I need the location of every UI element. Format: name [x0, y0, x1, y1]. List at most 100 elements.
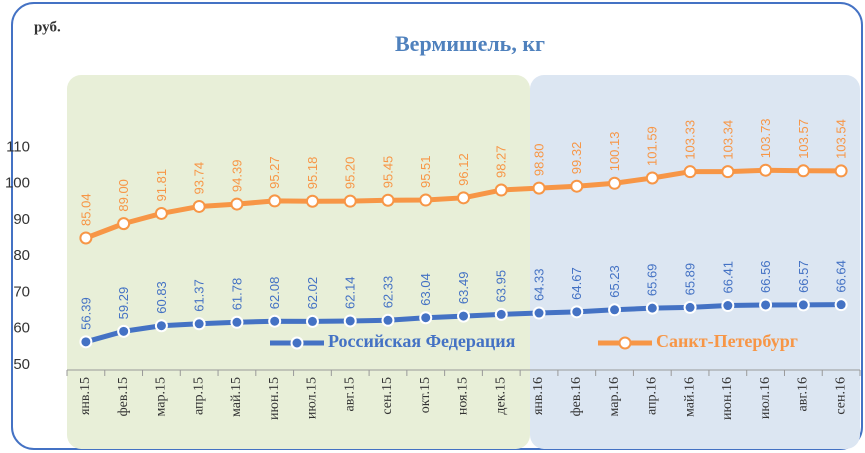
- data-point: [154, 206, 168, 220]
- data-label: 93.74: [192, 162, 207, 195]
- data-label: 63.95: [494, 270, 509, 303]
- data-label: 103.33: [683, 120, 698, 160]
- x-tick-label: фев.15: [116, 377, 131, 416]
- x-tick-label: июл.15: [305, 377, 320, 419]
- data-point: [230, 315, 244, 329]
- data-label: 56.39: [78, 297, 93, 330]
- x-tick-label: авг.16: [796, 377, 811, 412]
- data-point: [343, 194, 357, 208]
- x-tick-label: мар.16: [607, 377, 622, 416]
- data-label: 59.29: [116, 287, 131, 320]
- data-label: 94.39: [229, 160, 244, 193]
- data-point: [759, 163, 773, 177]
- data-label: 62.02: [305, 277, 320, 310]
- x-tick-label: сен.15: [380, 377, 395, 415]
- data-label: 66.41: [720, 261, 735, 294]
- legend-marker: [290, 336, 304, 350]
- data-label: 61.37: [192, 279, 207, 312]
- data-point: [645, 301, 659, 315]
- data-label: 89.00: [116, 179, 131, 212]
- data-point: [79, 335, 93, 349]
- data-label: 103.34: [720, 120, 735, 160]
- panel-2015: [67, 75, 530, 449]
- data-label: 62.08: [267, 277, 282, 310]
- y-tick-label: 50: [13, 356, 30, 373]
- data-label: 100.13: [607, 132, 622, 172]
- data-point: [721, 299, 735, 313]
- x-tick-label: окт.15: [418, 377, 433, 413]
- x-tick-label: апр.16: [645, 377, 660, 415]
- legend-marker: [618, 336, 632, 350]
- x-tick-label: июл.16: [758, 377, 773, 419]
- data-point: [796, 298, 810, 312]
- data-point: [683, 165, 697, 179]
- data-label: 65.69: [645, 264, 660, 297]
- data-label: 64.33: [531, 269, 546, 302]
- data-point: [683, 300, 697, 314]
- data-label: 65.89: [683, 263, 698, 296]
- x-tick-label: май.16: [682, 377, 697, 417]
- data-label: 99.32: [569, 142, 584, 175]
- y-tick-label: 110: [6, 138, 30, 155]
- legend-label: Санкт-Петербург: [656, 331, 798, 351]
- data-label: 66.64: [834, 260, 849, 293]
- data-point: [381, 313, 395, 327]
- data-point: [117, 217, 131, 231]
- data-label: 98.27: [494, 145, 509, 178]
- data-point: [834, 298, 848, 312]
- data-point: [419, 311, 433, 325]
- data-point: [532, 306, 546, 320]
- data-point: [608, 303, 622, 317]
- chart-title: Вермишель, кг: [395, 31, 545, 56]
- data-label: 65.23: [607, 265, 622, 298]
- legend-label: Российская Федерация: [328, 331, 516, 351]
- data-label: 63.04: [418, 273, 433, 306]
- y-tick-label: 80: [13, 247, 30, 264]
- data-label: 98.80: [531, 144, 546, 177]
- data-point: [457, 309, 470, 323]
- y-axis-label: руб.: [34, 19, 61, 35]
- x-tick-label: апр.15: [191, 377, 206, 415]
- data-point: [419, 193, 433, 207]
- data-label: 101.59: [645, 126, 660, 166]
- data-point: [192, 317, 206, 331]
- x-tick-label: мар.15: [154, 377, 169, 416]
- x-tick-label: май.15: [229, 377, 244, 417]
- data-label: 95.51: [418, 155, 433, 188]
- data-label: 103.73: [758, 118, 773, 158]
- data-point: [570, 179, 584, 193]
- data-point: [532, 181, 546, 195]
- data-label: 62.33: [380, 276, 395, 309]
- data-point: [494, 183, 508, 197]
- data-point: [268, 314, 282, 328]
- x-tick-label: ноя.15: [456, 377, 471, 415]
- x-tick-label: янв.16: [531, 377, 546, 415]
- x-tick-label: дек.15: [493, 377, 508, 415]
- x-tick-label: фев.16: [569, 377, 584, 416]
- data-label: 62.14: [343, 276, 358, 309]
- data-label: 95.18: [305, 157, 320, 190]
- data-point: [117, 324, 131, 338]
- data-point: [154, 319, 168, 333]
- data-point: [796, 164, 810, 178]
- data-point: [305, 194, 319, 208]
- y-tick-label: 70: [13, 283, 30, 300]
- data-label: 61.78: [229, 278, 244, 311]
- data-point: [570, 305, 584, 319]
- x-tick-label: июн.15: [267, 377, 282, 420]
- data-point: [494, 307, 508, 321]
- y-tick-label: 60: [13, 320, 30, 337]
- data-label: 91.81: [154, 169, 169, 202]
- data-label: 66.57: [796, 260, 811, 293]
- data-point: [192, 199, 206, 213]
- data-point: [457, 191, 470, 205]
- data-label: 66.56: [758, 260, 773, 293]
- x-tick-label: июн.16: [720, 377, 735, 420]
- data-label: 95.45: [380, 156, 395, 189]
- data-label: 63.49: [456, 272, 471, 305]
- data-label: 95.20: [343, 157, 358, 190]
- y-tick-label: 100: [5, 175, 30, 192]
- data-label: 64.67: [569, 267, 584, 300]
- data-point: [230, 197, 244, 211]
